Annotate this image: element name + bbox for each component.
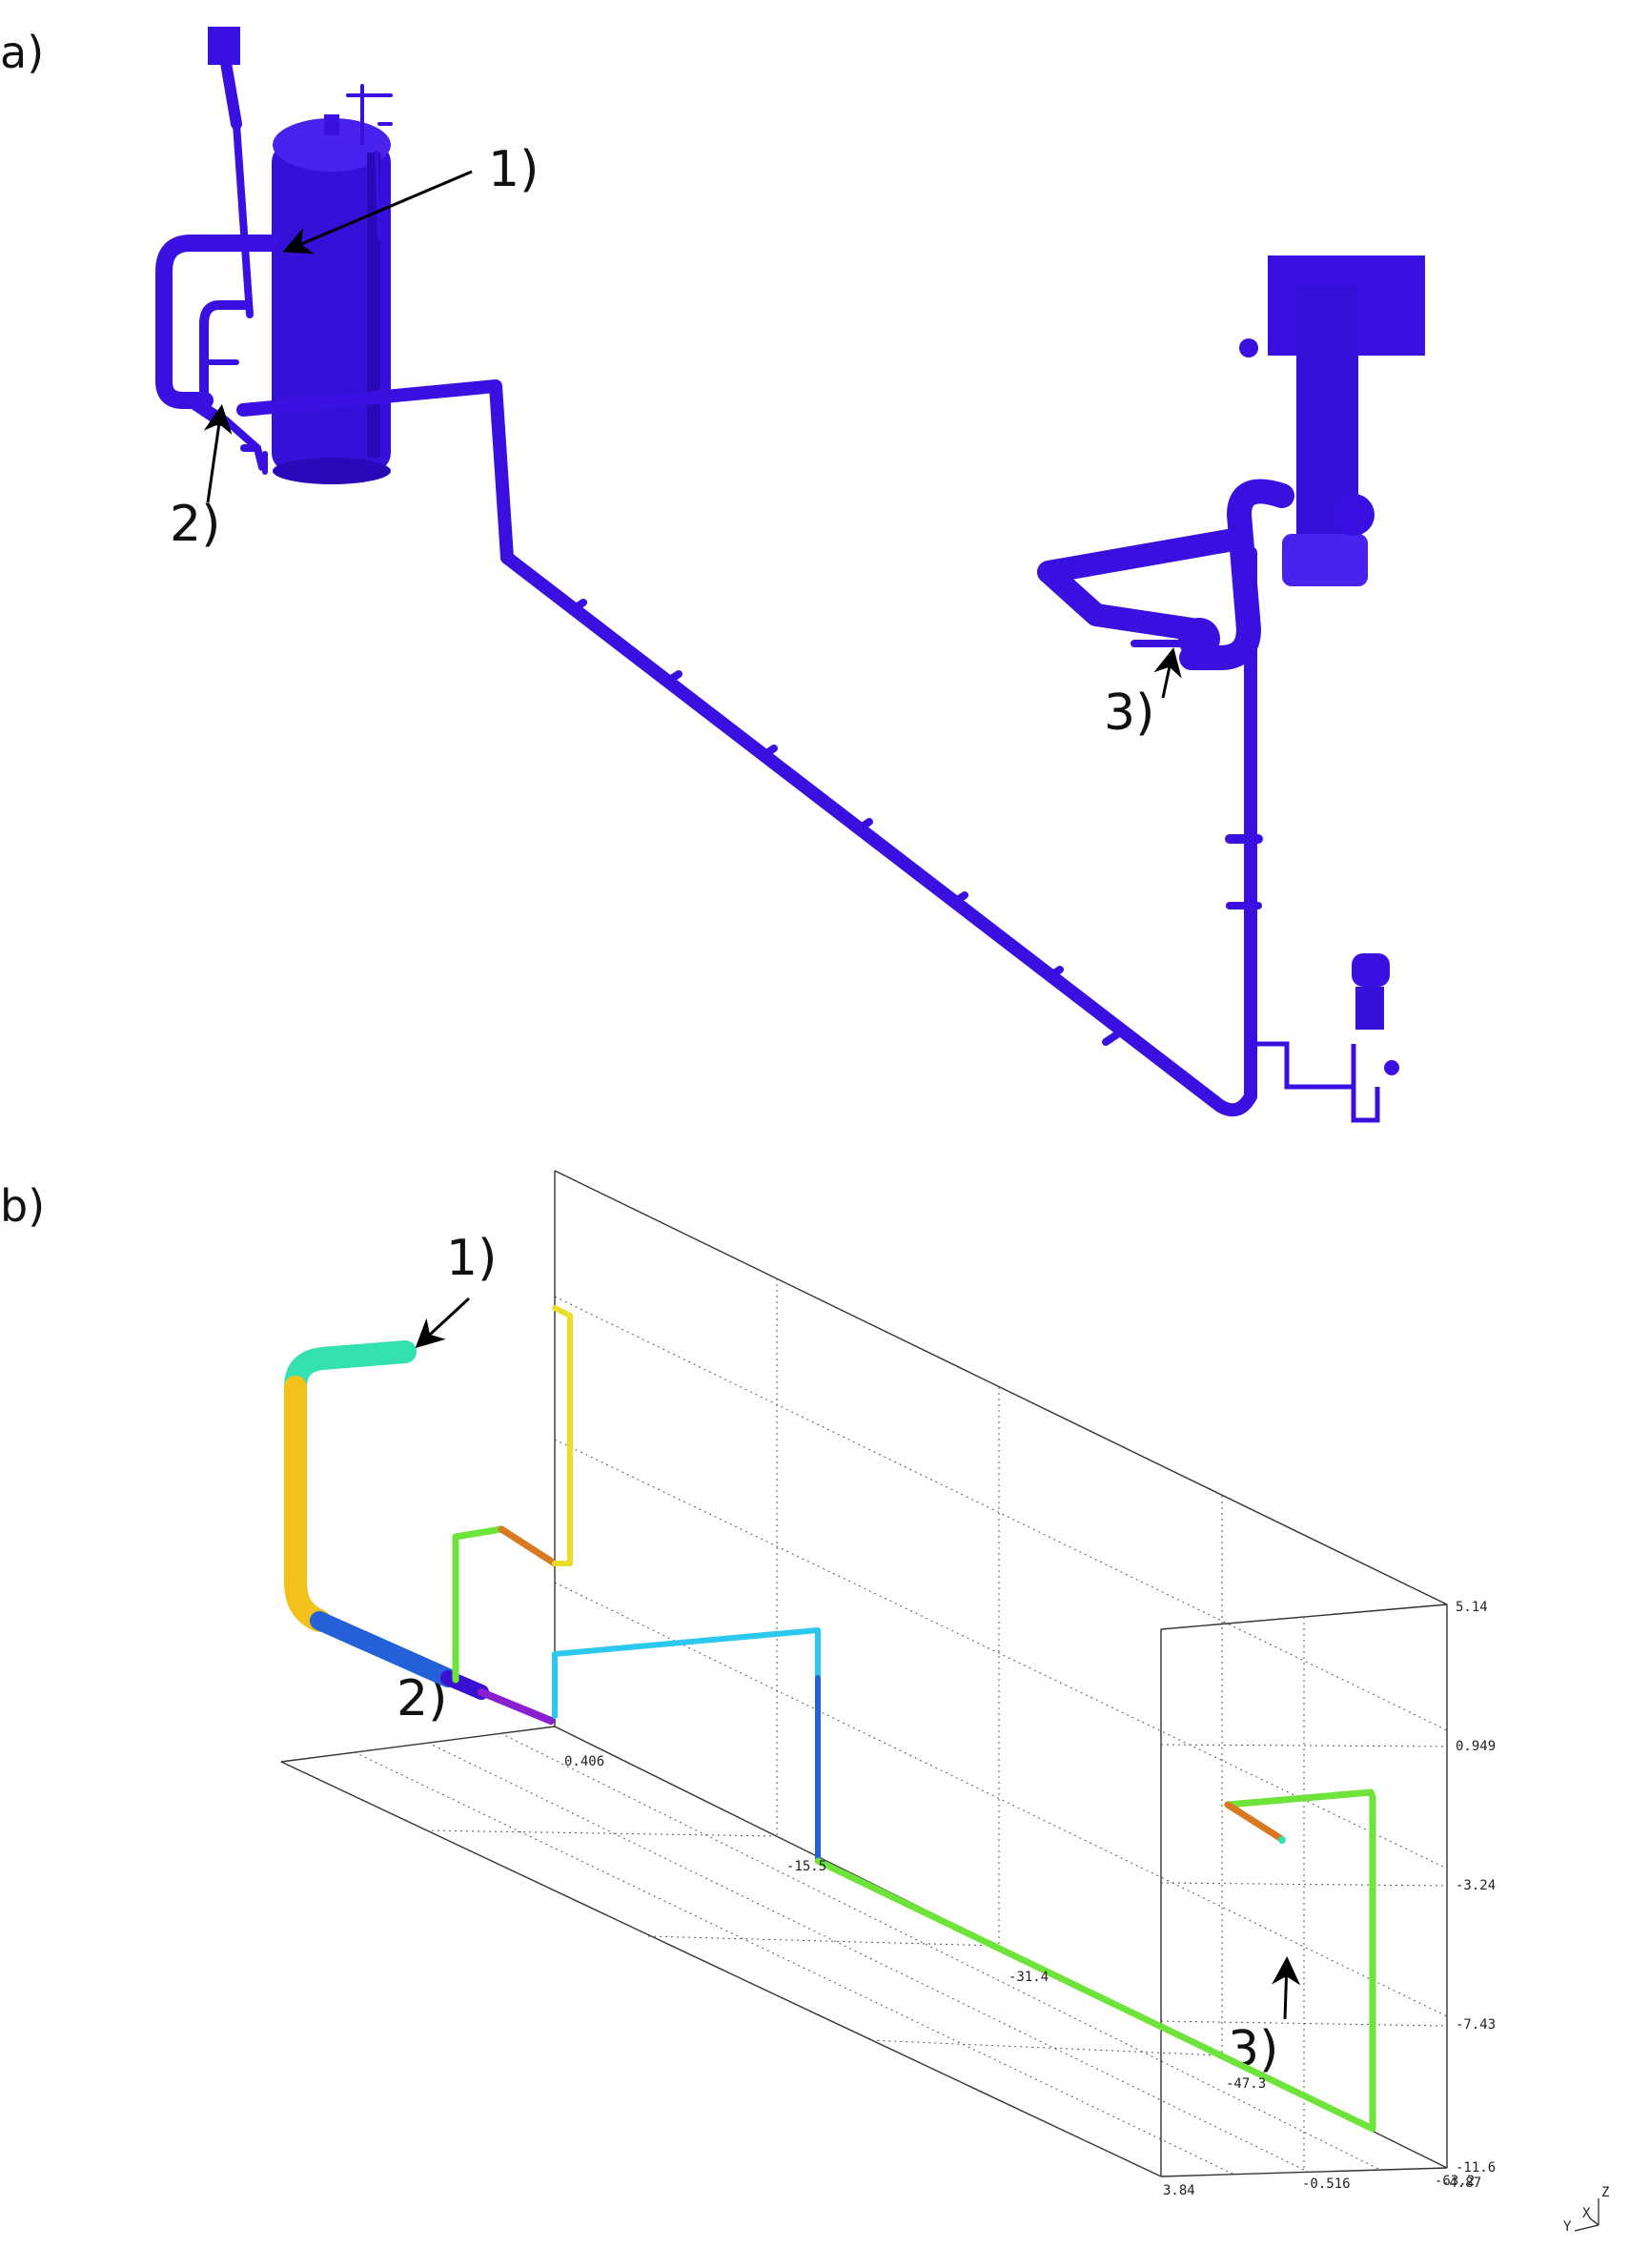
panel-b-arrows — [415, 1297, 1301, 2020]
pipe-yellow-drop — [284, 1376, 331, 1632]
pipe-yellow-riser — [552, 1305, 573, 1566]
axis-indicator: Z Y X — [1563, 2185, 1609, 2235]
pipe-green-main — [814, 1788, 1376, 2133]
pipe-orange-end — [1224, 1801, 1284, 1842]
tick-z-2: -3.24 — [1456, 1878, 1496, 1893]
panel-a-arrow-2 — [203, 404, 233, 503]
tick-y-2: -4.87 — [1441, 2176, 1481, 2191]
pipe-teal-top — [284, 1340, 417, 1399]
panel-a-arrow-3 — [1153, 647, 1182, 699]
panel-a-callout-3: 3) — [1104, 684, 1155, 742]
pipe-endpoint-3 — [1278, 1836, 1286, 1844]
pipe-purple-segment — [478, 1688, 555, 1725]
panel-a-label: a) — [0, 27, 45, 78]
tick-z-0: 5.14 — [1456, 1600, 1488, 1615]
panel-b-callout-1: 1) — [446, 1230, 498, 1287]
pipe-blue-segment — [310, 1611, 458, 1687]
panel-a-arrow-1 — [282, 170, 473, 255]
tick-x-2: -31.4 — [1008, 1970, 1049, 1985]
panel-b-label: b) — [0, 1180, 46, 1232]
panel-b-arrow-3 — [1272, 1956, 1301, 2020]
vessel-left — [272, 114, 391, 484]
tick-x-0: 0.406 — [564, 1754, 604, 1769]
tick-y-0: 3.84 — [1163, 2183, 1195, 2198]
tick-y-1: -0.516 — [1302, 2176, 1351, 2192]
panel-a-arrows — [203, 170, 1182, 699]
axis-letter-y: Y — [1563, 2219, 1572, 2235]
panel-a-callout-1: 1) — [488, 141, 540, 198]
bottom-right-equipment — [1251, 953, 1399, 1123]
tick-x-3: -47.3 — [1226, 2076, 1266, 2092]
pipe-green-branch — [452, 1525, 505, 1684]
panel-b-tick-labels: 0.406 -15.5 -31.4 -47.3 -63.2 3.84 -0.51… — [564, 1600, 1496, 2198]
panel-a-callout-2: 2) — [170, 496, 221, 553]
upper-left-equipment — [155, 27, 393, 475]
tick-x-1: -15.5 — [786, 1859, 826, 1874]
vessel-right — [1239, 255, 1425, 586]
panel-b-arrow-1 — [415, 1297, 471, 1349]
right-pipe-loop — [1037, 479, 1294, 670]
tick-z-1: 0.949 — [1456, 1739, 1496, 1754]
axis-letter-x: X — [1582, 2206, 1591, 2221]
pipe-cyan-loop — [552, 1627, 821, 1719]
panel-b-grid — [354, 1278, 1448, 2176]
tick-x-4: -63.2 — [1435, 2174, 1475, 2189]
pipe-orange-branch — [498, 1525, 559, 1567]
main-pipeline — [236, 379, 1263, 1117]
panel-b-pipes — [284, 1305, 1376, 2133]
panel-a-model — [155, 27, 1425, 1123]
tick-z-4: -11.6 — [1456, 2160, 1496, 2176]
axis-letter-z: Z — [1601, 2185, 1609, 2200]
tick-z-3: -7.43 — [1456, 2017, 1496, 2033]
